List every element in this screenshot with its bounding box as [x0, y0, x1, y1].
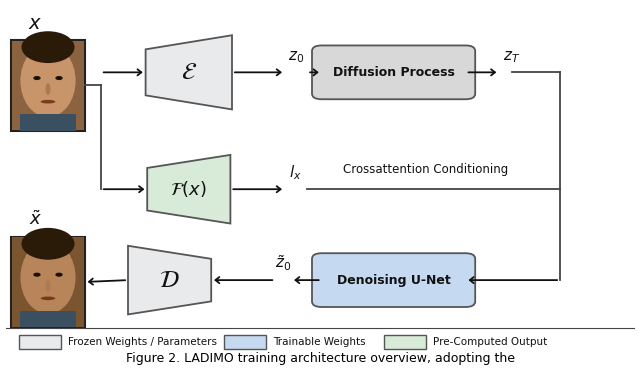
FancyBboxPatch shape — [11, 40, 85, 131]
FancyBboxPatch shape — [312, 253, 475, 307]
Ellipse shape — [20, 241, 76, 314]
Polygon shape — [146, 35, 232, 109]
Text: Pre-Computed Output: Pre-Computed Output — [433, 337, 548, 347]
Ellipse shape — [56, 273, 63, 277]
FancyBboxPatch shape — [12, 40, 84, 130]
FancyBboxPatch shape — [12, 237, 84, 326]
Text: $x$: $x$ — [28, 15, 42, 33]
Ellipse shape — [33, 76, 40, 80]
Text: Diffusion Process: Diffusion Process — [333, 66, 454, 79]
FancyBboxPatch shape — [20, 311, 76, 328]
Text: Crossattention Conditioning: Crossattention Conditioning — [343, 163, 508, 176]
FancyBboxPatch shape — [312, 45, 475, 99]
FancyBboxPatch shape — [20, 114, 76, 131]
Ellipse shape — [22, 228, 74, 260]
Text: Trainable Weights: Trainable Weights — [273, 337, 366, 347]
Ellipse shape — [20, 45, 76, 117]
Ellipse shape — [56, 76, 63, 80]
FancyBboxPatch shape — [19, 335, 61, 349]
Ellipse shape — [45, 83, 51, 95]
Ellipse shape — [41, 100, 56, 104]
Text: $l_x$: $l_x$ — [289, 163, 302, 182]
Polygon shape — [128, 246, 211, 315]
FancyBboxPatch shape — [11, 237, 85, 328]
Ellipse shape — [33, 273, 40, 277]
Text: Denoising U-Net: Denoising U-Net — [337, 273, 451, 287]
Text: $z_T$: $z_T$ — [504, 49, 520, 65]
Ellipse shape — [22, 31, 74, 63]
Text: $\mathcal{F}(x)$: $\mathcal{F}(x)$ — [170, 179, 207, 199]
Ellipse shape — [41, 296, 56, 300]
Text: $\tilde{x}$: $\tilde{x}$ — [29, 211, 42, 229]
Text: Figure 2. LADIMO training architecture overview, adopting the: Figure 2. LADIMO training architecture o… — [125, 352, 515, 365]
Text: $z_0$: $z_0$ — [287, 49, 304, 65]
Text: $\mathcal{E}$: $\mathcal{E}$ — [180, 61, 197, 84]
Text: Frozen Weights / Parameters: Frozen Weights / Parameters — [68, 337, 218, 347]
Polygon shape — [147, 155, 230, 223]
FancyBboxPatch shape — [224, 335, 266, 349]
Text: $\tilde{z}_0$: $\tilde{z}_0$ — [275, 253, 291, 273]
Ellipse shape — [45, 280, 51, 292]
FancyBboxPatch shape — [384, 335, 426, 349]
Text: $\mathcal{D}$: $\mathcal{D}$ — [159, 269, 180, 292]
